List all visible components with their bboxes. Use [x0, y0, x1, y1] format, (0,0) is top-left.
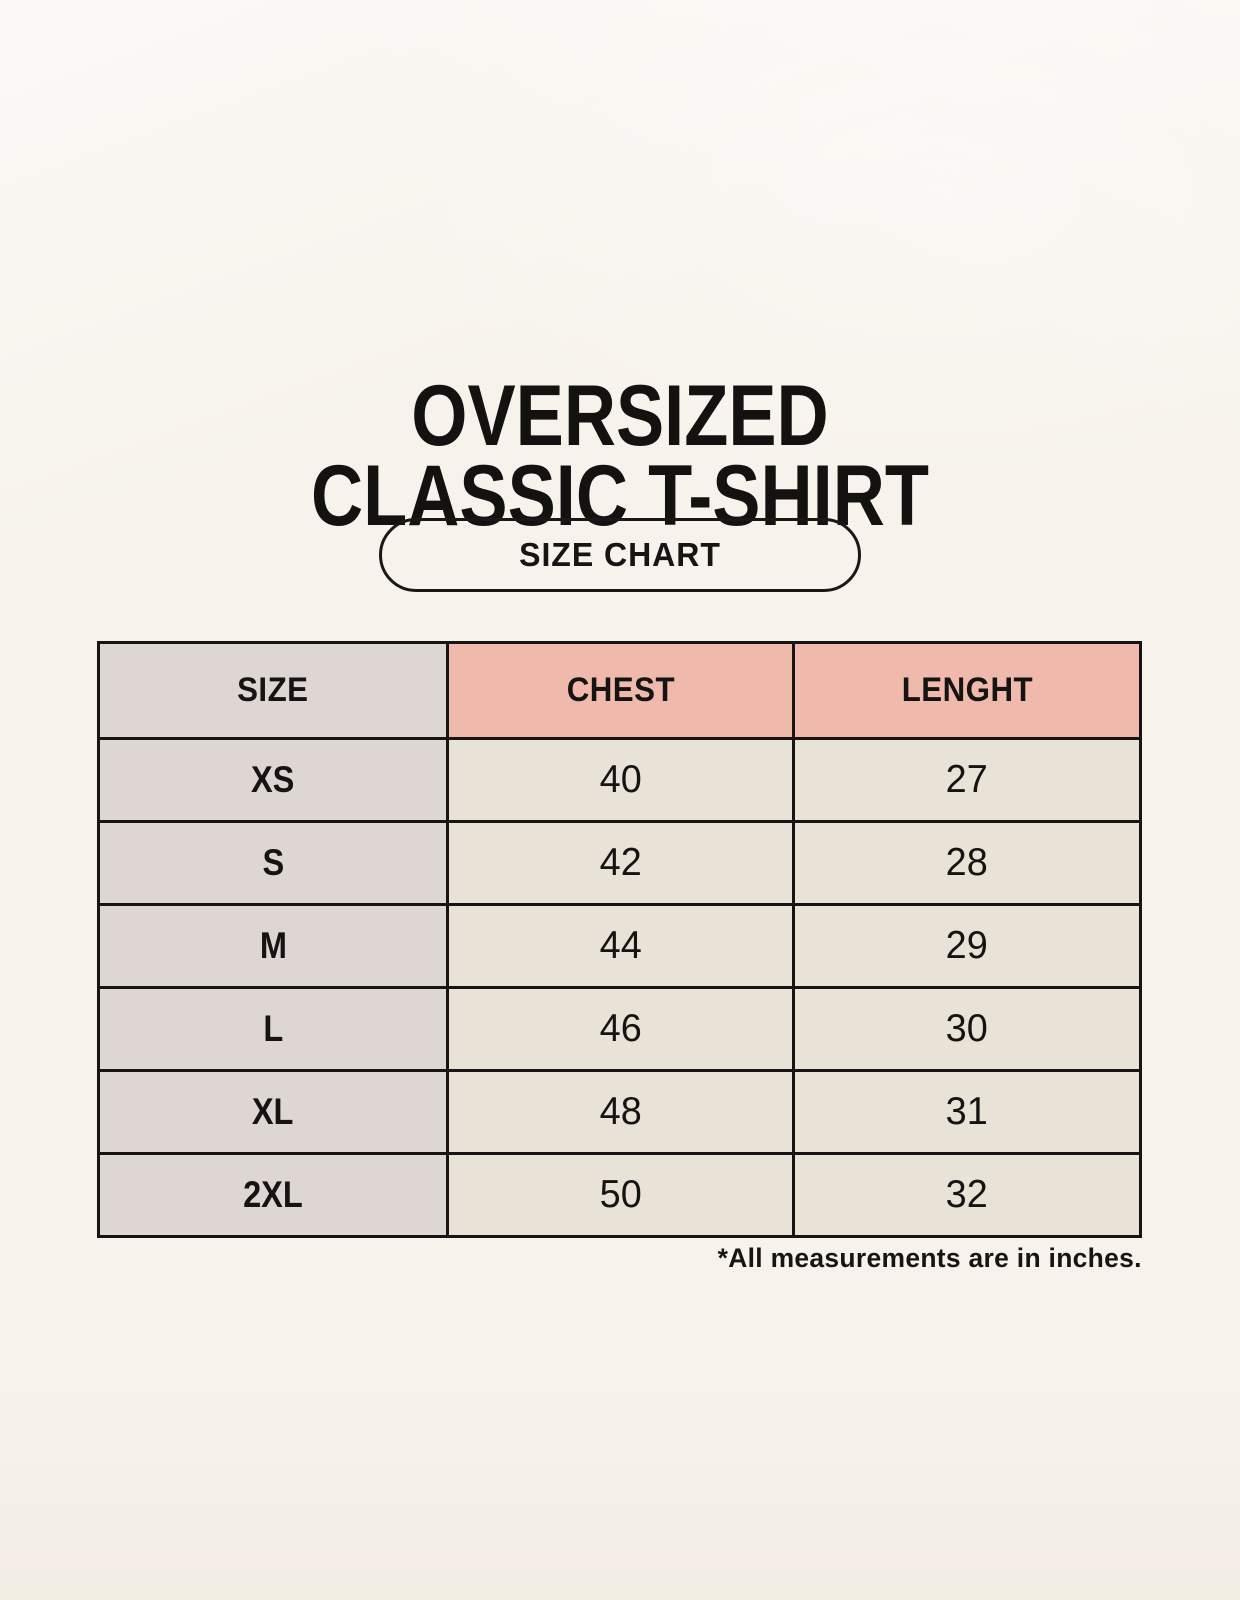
size-cell: M [96, 903, 450, 989]
size-cell: XS [96, 737, 450, 823]
column-header-chest: CHEST [446, 641, 795, 740]
table-row: XL 48 31 [96, 1069, 1142, 1155]
size-value: M [259, 925, 287, 966]
size-cell: L [96, 986, 450, 1072]
chest-cell: 40 [446, 737, 795, 823]
size-value: L [263, 1008, 283, 1049]
chest-cell: 46 [446, 986, 795, 1072]
chest-value: 44 [599, 924, 642, 967]
size-cell: 2XL [96, 1152, 450, 1238]
page-title: OVERSIZED CLASSIC T-SHIRT [99, 373, 1141, 540]
chest-value: 40 [599, 758, 642, 801]
size-chart-table: SIZE CHEST LENGHT XS 40 27 S 42 28 M 44 … [96, 641, 1142, 1238]
chest-value: 42 [599, 841, 642, 884]
chest-value: 46 [599, 1007, 642, 1050]
length-cell: 27 [792, 737, 1142, 823]
column-header-size: SIZE [96, 641, 450, 740]
chest-cell: 42 [446, 820, 795, 906]
size-value: XS [251, 759, 295, 800]
table-row: L 46 30 [96, 986, 1142, 1072]
table-row: XS 40 27 [96, 737, 1142, 823]
length-value: 32 [945, 1173, 989, 1216]
size-cell: S [96, 820, 450, 906]
column-header-chest-label: CHEST [566, 671, 675, 709]
table-header-row: SIZE CHEST LENGHT [96, 641, 1142, 740]
size-chart-button-label: SIZE CHART [519, 536, 721, 573]
size-value: XL [252, 1091, 294, 1132]
length-cell: 31 [792, 1069, 1142, 1155]
chest-value: 50 [599, 1173, 642, 1216]
size-cell: XL [96, 1069, 450, 1155]
table-row: 2XL 50 32 [96, 1152, 1142, 1238]
column-header-size-label: SIZE [237, 671, 309, 709]
size-value: 2XL [243, 1174, 303, 1215]
measurements-footnote: *All measurements are in inches. [717, 1243, 1142, 1273]
chest-cell: 44 [446, 903, 795, 989]
length-cell: 28 [792, 820, 1142, 906]
size-value: S [262, 842, 284, 883]
length-value: 28 [945, 841, 989, 884]
column-header-length: LENGHT [792, 641, 1142, 740]
length-cell: 29 [792, 903, 1142, 989]
length-value: 27 [945, 758, 989, 801]
page-title-line1: OVERSIZED [411, 367, 829, 464]
table-row: S 42 28 [96, 820, 1142, 906]
size-chart-button[interactable]: SIZE CHART [379, 518, 861, 592]
length-value: 31 [945, 1090, 989, 1133]
length-value: 29 [945, 924, 989, 967]
chest-value: 48 [599, 1090, 642, 1133]
column-header-length-label: LENGHT [901, 671, 1033, 709]
length-value: 30 [945, 1007, 989, 1050]
table-row: M 44 29 [96, 903, 1142, 989]
chest-cell: 50 [446, 1152, 795, 1238]
length-cell: 32 [792, 1152, 1142, 1238]
length-cell: 30 [792, 986, 1142, 1072]
chest-cell: 48 [446, 1069, 795, 1155]
